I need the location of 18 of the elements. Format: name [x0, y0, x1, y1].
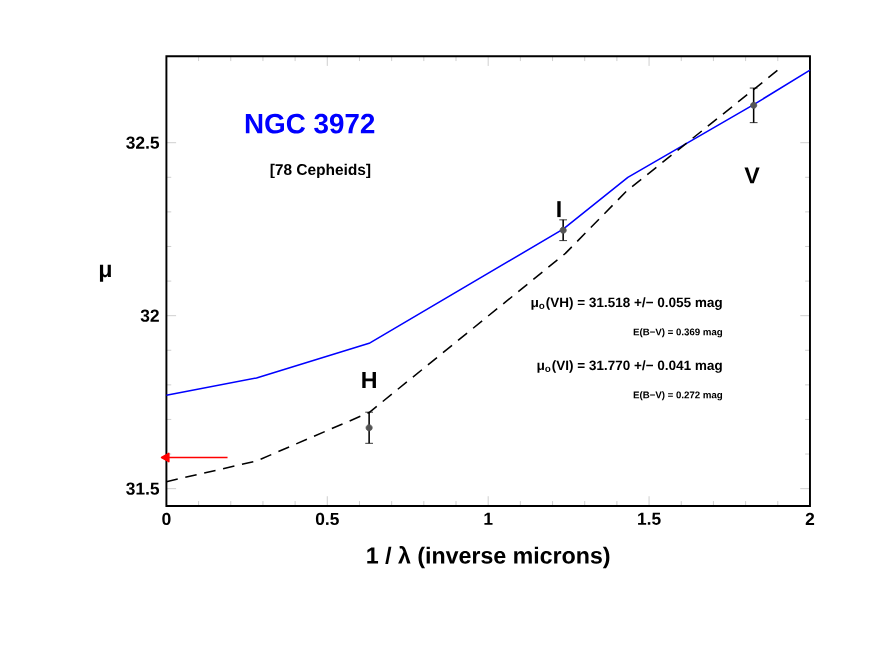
y-tick-label: 32 [140, 309, 159, 323]
x-tick-label: 2 [805, 513, 815, 526]
x-tick-label: 0 [162, 513, 171, 526]
point [559, 227, 567, 235]
annotation: I [557, 201, 561, 218]
x-tick-label: 1.5 [638, 513, 661, 526]
y-axis-title: μ [99, 265, 111, 283]
annotation: V [744, 167, 760, 184]
line-series [165, 69, 811, 397]
point [365, 424, 373, 432]
y-tick-label: 31.5 [126, 482, 160, 496]
text: NGC 3972 [245, 114, 375, 134]
x-tick-label: 1 [484, 513, 493, 526]
point [750, 102, 758, 110]
y-tick-label: 32.5 [126, 136, 160, 150]
x-axis-title: 1 / λ (inverse microns) [367, 546, 610, 569]
x-tick-label: 0.5 [315, 513, 339, 526]
annotation: H [362, 372, 376, 389]
